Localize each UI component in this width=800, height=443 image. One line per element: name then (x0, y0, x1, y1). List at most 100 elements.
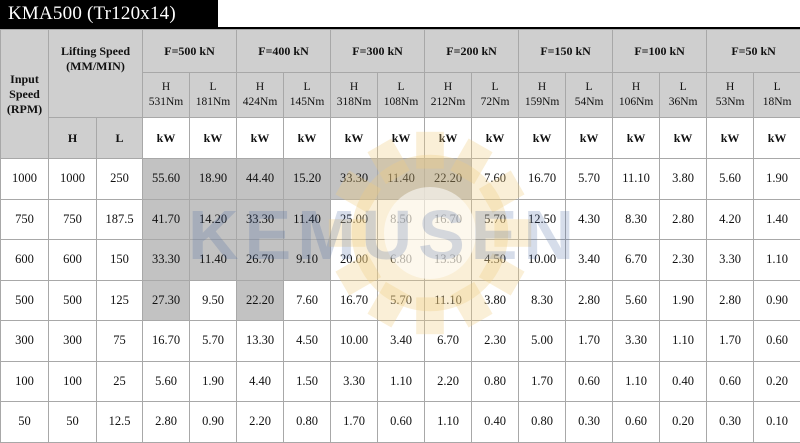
lift-l-header: L (96, 117, 143, 159)
lift-l-cell: 12.5 (96, 401, 143, 443)
unit-header: kW (659, 117, 708, 159)
mode-label: L (585, 81, 593, 93)
power-cell: 0.90 (188, 401, 238, 443)
power-cell: 11.40 (377, 158, 426, 200)
power-cell: 14.20 (188, 198, 238, 240)
lift-l-cell: 125 (96, 279, 143, 321)
unit-header: kW (330, 117, 379, 159)
table-row: 50 50 12.5 2.80 0.90 2.20 0.80 1.70 0.60 1.10 0.40… (0, 401, 800, 443)
power-cell: 3.80 (659, 158, 708, 200)
power-cell: 12.50 (518, 198, 567, 240)
lift-h-cell: 500 (48, 279, 97, 321)
mode-label: H (349, 81, 359, 93)
power-cell: 5.70 (188, 320, 238, 362)
torque-header-0-h: H 531Nm (142, 72, 190, 118)
power-cell: 1.70 (330, 401, 379, 443)
torque-header-5-l: L 36Nm (659, 72, 708, 118)
power-cell: 4.50 (283, 320, 332, 362)
unit-header: kW (142, 117, 190, 159)
power-cell: 2.80 (659, 198, 708, 240)
power-cell: 4.50 (471, 239, 520, 281)
unit-header: kW (377, 117, 426, 159)
unit-header: kW (471, 117, 520, 159)
table-row: 750 750 187.5 41.70 14.20 33.30 11.40 25.00 8.50… (0, 198, 800, 240)
rpm-cell: 500 (0, 279, 49, 321)
power-cell: 0.10 (753, 401, 800, 443)
power-cell: 0.40 (659, 360, 708, 402)
load-header-0: F=500 kN (141, 29, 238, 73)
torque-header-3-l: L 72Nm (471, 72, 520, 118)
power-cell: 2.80 (565, 279, 614, 321)
power-cell: 7.60 (471, 158, 520, 200)
lift-l-cell: 25 (96, 360, 143, 402)
power-cell: 0.30 (565, 401, 614, 443)
power-cell: 13.30 (236, 320, 285, 362)
power-cell: 3.40 (377, 320, 426, 362)
power-cell: 6.70 (424, 320, 473, 362)
torque-label: 108Nm (383, 96, 419, 108)
table-row: 300 300 75 16.70 5.70 13.30 4.50 10.00 3.40 6.70 2… (0, 320, 800, 362)
power-cell: 1.10 (659, 320, 708, 362)
torque-label: 145Nm (289, 96, 325, 108)
power-cell: 5.60 (612, 279, 661, 321)
lift-h-cell: 1000 (48, 158, 97, 200)
power-cell: 4.20 (706, 198, 755, 240)
lift-h-cell: 600 (48, 239, 97, 281)
lift-h-cell: 300 (48, 320, 97, 362)
power-cell: 3.30 (612, 320, 661, 362)
input-speed-label: Input Speed (RPM) (6, 71, 43, 116)
mode-label: L (303, 81, 311, 93)
unit-header: kW (188, 117, 238, 159)
power-cell: 0.60 (706, 360, 755, 402)
power-cell: 4.30 (565, 198, 614, 240)
power-cell: 5.60 (142, 360, 190, 402)
power-cell: 0.20 (659, 401, 708, 443)
mode-label: H (537, 81, 547, 93)
load-header-5: F=100 kN (612, 29, 708, 73)
power-cell: 1.90 (659, 279, 708, 321)
power-cell: 5.60 (706, 158, 755, 200)
power-cell: 15.20 (283, 158, 332, 200)
power-cell: 55.60 (142, 158, 190, 200)
power-cell: 22.20 (236, 279, 285, 321)
torque-label: 36Nm (668, 96, 698, 108)
mode-label: L (491, 81, 499, 93)
power-cell: 0.80 (518, 401, 567, 443)
power-cell: 25.00 (330, 198, 379, 240)
power-cell: 0.60 (377, 401, 426, 443)
power-cell: 1.70 (565, 320, 614, 362)
mode-label: H (631, 81, 641, 93)
power-cell: 44.40 (236, 158, 285, 200)
power-cell: 1.90 (753, 158, 800, 200)
load-header-6: F=50 kN (706, 29, 800, 73)
lift-l-cell: 150 (96, 239, 143, 281)
table-row: 600 600 150 33.30 11.40 26.70 9.10 20.00 6.80 13.… (0, 239, 800, 281)
power-cell: 2.30 (471, 320, 520, 362)
power-cell: 18.90 (188, 158, 238, 200)
unit-header: kW (612, 117, 661, 159)
lifting-speed-label: Lifting Speed (MM/MIN) (60, 44, 130, 73)
power-cell: 3.80 (471, 279, 520, 321)
power-cell: 11.10 (424, 279, 473, 321)
torque-header-6-l: L 18Nm (753, 72, 800, 118)
unit-header: kW (753, 117, 800, 159)
table-row: 100 100 25 5.60 1.90 4.40 1.50 3.30 1.10 2.20 0.80… (0, 360, 800, 402)
lift-h-header: H (48, 117, 97, 159)
torque-label: 54Nm (574, 96, 604, 108)
load-header-4: F=150 kN (518, 29, 614, 73)
load-header-1: F=400 kN (236, 29, 332, 73)
rpm-cell: 750 (0, 198, 49, 240)
power-cell: 1.10 (424, 401, 473, 443)
power-cell: 0.90 (753, 279, 800, 321)
power-cell: 0.60 (612, 401, 661, 443)
torque-header-2-h: H 318Nm (330, 72, 379, 118)
power-cell: 13.30 (424, 239, 473, 281)
power-cell: 2.20 (424, 360, 473, 402)
power-cell: 16.70 (142, 320, 190, 362)
torque-header-4-l: L 54Nm (565, 72, 614, 118)
unit-header: kW (424, 117, 473, 159)
power-cell: 27.30 (142, 279, 190, 321)
mode-label: H (443, 81, 453, 93)
performance-table: Input Speed (RPM) Lifting Speed (MM/MIN)… (0, 29, 800, 443)
lift-l-cell: 75 (96, 320, 143, 362)
